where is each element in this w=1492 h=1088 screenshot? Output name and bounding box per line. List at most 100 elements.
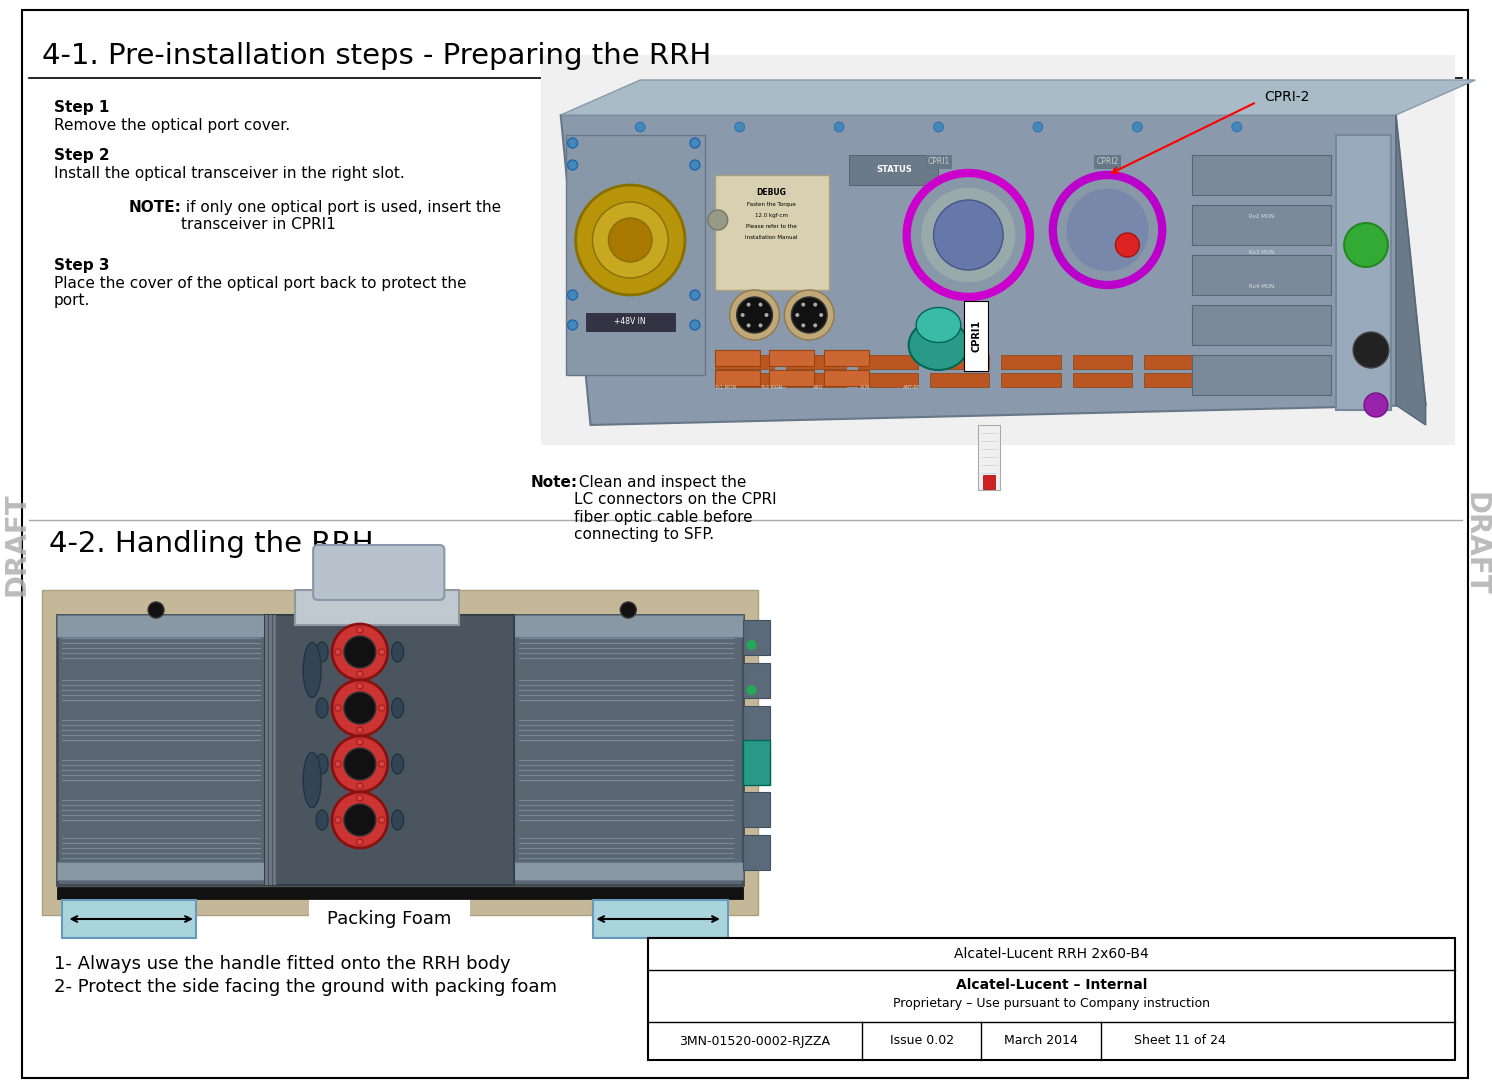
Bar bbox=[1144, 373, 1204, 387]
Text: 3MN-01520-0002-RJZZA: 3MN-01520-0002-RJZZA bbox=[679, 1035, 830, 1048]
Circle shape bbox=[785, 290, 834, 339]
Bar bbox=[979, 425, 1000, 490]
Circle shape bbox=[689, 320, 700, 330]
Ellipse shape bbox=[392, 642, 404, 662]
Text: Rx4 MON: Rx4 MON bbox=[1249, 284, 1274, 289]
Circle shape bbox=[333, 792, 388, 848]
Text: Sheet 11 of 24: Sheet 11 of 24 bbox=[1134, 1035, 1226, 1048]
Circle shape bbox=[1116, 233, 1140, 257]
Bar bbox=[983, 475, 995, 489]
Ellipse shape bbox=[909, 320, 968, 370]
Text: Alcatel-Lucent – Internal: Alcatel-Lucent – Internal bbox=[956, 978, 1147, 992]
Circle shape bbox=[758, 302, 762, 307]
Bar bbox=[266, 615, 513, 885]
Circle shape bbox=[379, 705, 385, 710]
Bar bbox=[565, 135, 704, 375]
Ellipse shape bbox=[316, 698, 328, 718]
Bar bbox=[57, 887, 743, 899]
Bar bbox=[849, 154, 938, 185]
Circle shape bbox=[357, 795, 363, 801]
Circle shape bbox=[357, 839, 363, 845]
Circle shape bbox=[333, 735, 388, 792]
Text: Install the optical transceiver in the right slot.: Install the optical transceiver in the r… bbox=[54, 166, 404, 181]
Circle shape bbox=[336, 705, 342, 710]
Text: Rx2 MON: Rx2 MON bbox=[1249, 214, 1274, 220]
Text: Tx2 MON: Tx2 MON bbox=[761, 385, 783, 390]
Bar bbox=[1001, 373, 1061, 387]
Circle shape bbox=[734, 122, 745, 132]
Text: CPRI1: CPRI1 bbox=[928, 158, 949, 166]
Circle shape bbox=[689, 290, 700, 300]
Circle shape bbox=[357, 671, 363, 677]
Circle shape bbox=[567, 320, 577, 330]
Circle shape bbox=[333, 680, 388, 735]
Text: Tx1 MON: Tx1 MON bbox=[713, 385, 736, 390]
Circle shape bbox=[801, 302, 806, 307]
Bar bbox=[57, 615, 743, 885]
Text: 2- Protect the side facing the ground with packing foam: 2- Protect the side facing the ground wi… bbox=[54, 978, 557, 996]
Circle shape bbox=[707, 210, 728, 230]
Bar bbox=[715, 350, 759, 366]
Bar bbox=[770, 350, 815, 366]
Text: Packing Foam: Packing Foam bbox=[328, 910, 452, 928]
Text: Step 3: Step 3 bbox=[54, 258, 109, 273]
Circle shape bbox=[834, 122, 844, 132]
Ellipse shape bbox=[392, 754, 404, 774]
Circle shape bbox=[379, 817, 385, 823]
Circle shape bbox=[746, 302, 750, 307]
Circle shape bbox=[746, 640, 756, 650]
Circle shape bbox=[934, 122, 943, 132]
Bar bbox=[540, 55, 1456, 445]
Circle shape bbox=[609, 218, 652, 262]
Ellipse shape bbox=[916, 308, 961, 343]
Polygon shape bbox=[561, 115, 1426, 425]
Bar bbox=[1192, 355, 1331, 395]
Bar bbox=[715, 370, 759, 386]
Circle shape bbox=[567, 160, 577, 170]
Polygon shape bbox=[1397, 115, 1426, 425]
Text: NOTE:: NOTE: bbox=[128, 200, 181, 215]
Circle shape bbox=[813, 302, 818, 307]
Bar bbox=[824, 370, 868, 386]
Circle shape bbox=[819, 313, 824, 317]
Text: Remove the optical port cover.: Remove the optical port cover. bbox=[54, 118, 289, 133]
Bar bbox=[42, 590, 758, 915]
Text: 12.0 kgf·cm: 12.0 kgf·cm bbox=[755, 213, 788, 218]
Bar bbox=[1192, 154, 1331, 195]
Circle shape bbox=[567, 138, 577, 148]
Circle shape bbox=[345, 749, 376, 780]
Bar bbox=[61, 900, 195, 938]
Ellipse shape bbox=[316, 754, 328, 774]
Bar bbox=[585, 313, 674, 331]
Bar bbox=[266, 615, 269, 885]
Text: CPRI-2: CPRI-2 bbox=[1265, 90, 1310, 104]
Bar bbox=[273, 615, 276, 885]
Bar bbox=[743, 749, 770, 784]
Text: DRAFT: DRAFT bbox=[1461, 492, 1489, 596]
Text: DEBUG: DEBUG bbox=[756, 188, 786, 197]
Circle shape bbox=[379, 650, 385, 655]
Circle shape bbox=[740, 313, 745, 317]
Circle shape bbox=[336, 650, 342, 655]
Circle shape bbox=[567, 290, 577, 300]
Circle shape bbox=[333, 625, 388, 680]
Circle shape bbox=[379, 761, 385, 767]
Text: Please refer to the: Please refer to the bbox=[746, 224, 797, 228]
Circle shape bbox=[813, 323, 818, 327]
Circle shape bbox=[737, 297, 773, 333]
Circle shape bbox=[1364, 393, 1388, 417]
Bar bbox=[1337, 135, 1391, 410]
Text: CPRI2: CPRI2 bbox=[1097, 158, 1119, 166]
Circle shape bbox=[795, 313, 800, 317]
Circle shape bbox=[357, 727, 363, 733]
Bar bbox=[743, 740, 770, 786]
Circle shape bbox=[576, 185, 685, 295]
Text: Rx3 MON: Rx3 MON bbox=[1249, 249, 1274, 255]
Text: ARG: ARG bbox=[813, 385, 824, 390]
Bar bbox=[930, 355, 989, 369]
Bar bbox=[1144, 355, 1204, 369]
Circle shape bbox=[345, 692, 376, 724]
Circle shape bbox=[592, 202, 668, 279]
Bar bbox=[295, 590, 460, 625]
Circle shape bbox=[1344, 223, 1388, 267]
